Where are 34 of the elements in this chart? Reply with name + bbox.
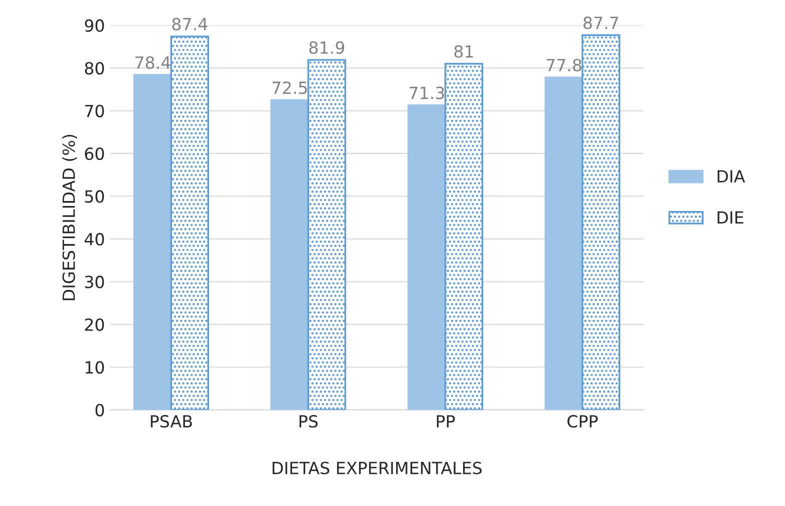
y-tick-label: 60 (84, 147, 104, 160)
x-axis-title: DIETAS EXPERIMENTALES (272, 462, 482, 474)
y-tick-label: 40 (84, 232, 104, 246)
legend-label: DIE (718, 211, 744, 224)
y-tick-label: 0 (96, 404, 104, 416)
bar (444, 62, 484, 410)
x-tick-label: PP (436, 415, 455, 428)
bar (270, 99, 310, 410)
bar (307, 59, 346, 410)
legend-label: DIA (718, 170, 746, 182)
data-label: 81 (454, 45, 473, 58)
y-axis-title: DIGESTIBILIDAD (%) (62, 134, 78, 300)
data-label: 87.7 (584, 16, 618, 30)
y-tick-label: 90 (84, 19, 104, 32)
x-tick-label: PSAB (150, 415, 192, 428)
bar (544, 76, 584, 410)
data-label: 77.8 (546, 58, 582, 72)
bar (582, 34, 620, 410)
data-label: 72.5 (272, 81, 307, 94)
bar (407, 104, 446, 410)
x-tick-label: CPP (567, 415, 598, 428)
bar (170, 36, 210, 410)
data-label: 78.4 (135, 56, 170, 69)
y-tick-label: 50 (85, 190, 104, 203)
y-tick-label: 10 (86, 361, 104, 374)
y-tick-label: 80 (84, 62, 104, 75)
y-tick-label: 70 (85, 104, 104, 118)
data-label: 87.4 (172, 18, 208, 30)
y-tick-label: 30 (85, 276, 104, 288)
y-tick-label: 20 (85, 318, 104, 331)
x-tick-label: PS (300, 415, 318, 428)
data-label: 71.3 (410, 86, 444, 100)
data-label: 81.9 (309, 41, 344, 54)
bar (133, 74, 172, 410)
